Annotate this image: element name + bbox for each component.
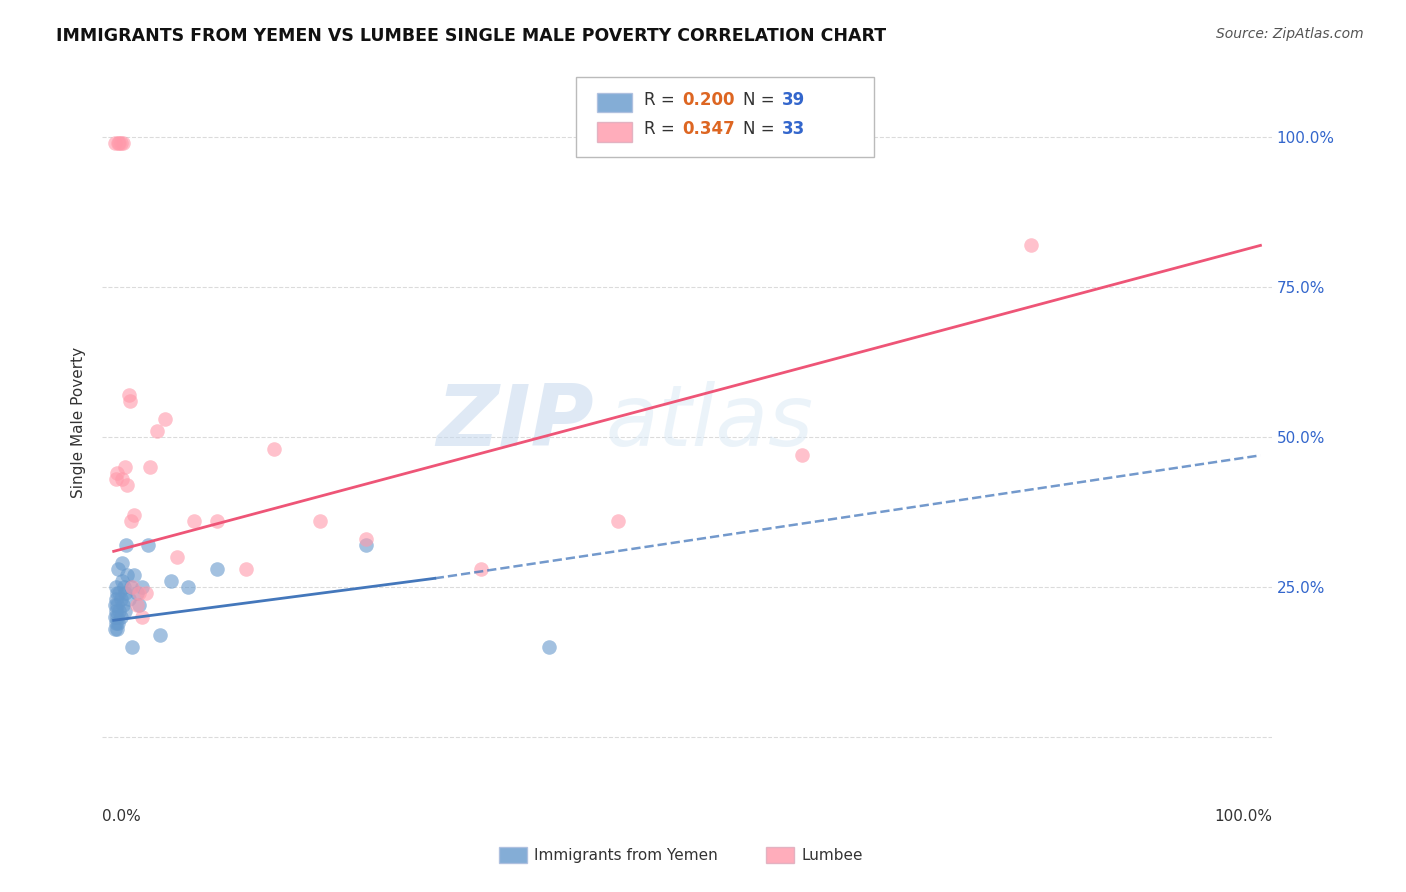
Point [131,580,153,594]
Point [108,136,131,151]
Point [155,412,177,426]
Point [1019,238,1042,252]
Text: Source: ZipAtlas.com: Source: ZipAtlas.com [1216,27,1364,41]
FancyBboxPatch shape [598,122,633,142]
Point [104,616,127,631]
Point [104,580,127,594]
FancyBboxPatch shape [576,78,875,157]
Point [104,604,127,618]
Point [111,472,134,486]
Point [117,568,139,582]
Point [110,592,132,607]
Point [128,599,150,613]
Point [114,586,136,600]
Point [117,478,139,492]
Point [104,472,127,486]
Point [114,460,136,475]
Point [121,580,143,594]
Point [263,442,285,457]
Point [105,610,128,624]
Point [309,514,332,528]
Text: atlas: atlas [605,381,813,464]
Point [124,508,146,523]
Point [117,592,139,607]
Point [104,599,127,613]
Point [235,562,257,576]
Point [105,467,128,481]
Point [148,628,170,642]
Point [124,568,146,582]
Point [110,610,132,624]
Point [104,136,127,151]
Point [107,562,129,576]
Point [110,136,132,151]
Point [108,586,131,600]
Point [117,388,139,402]
Y-axis label: Single Male Poverty: Single Male Poverty [72,347,86,498]
Point [354,533,377,547]
Point [108,604,131,618]
Text: R =: R = [644,90,679,109]
Text: 0.0%: 0.0% [103,809,141,823]
Point [120,580,142,594]
Point [114,604,136,618]
Text: ZIP: ZIP [436,381,593,464]
Text: Lumbee: Lumbee [801,848,863,863]
Point [125,599,148,613]
Point [121,640,143,655]
Point [104,622,127,636]
Text: 0.347: 0.347 [682,120,735,138]
Point [111,557,134,571]
Point [104,610,127,624]
Point [107,616,129,631]
Point [183,514,205,528]
Text: N =: N = [744,120,780,138]
Text: 33: 33 [782,120,806,138]
Text: R =: R = [644,120,679,138]
Point [107,136,129,151]
Text: 0.200: 0.200 [682,90,735,109]
Point [354,538,377,552]
Point [166,550,188,565]
Point [118,394,141,409]
Text: N =: N = [744,90,780,109]
Point [111,599,134,613]
Point [105,622,128,636]
Point [538,640,561,655]
Point [120,514,142,528]
Point [111,574,134,589]
Text: Immigrants from Yemen: Immigrants from Yemen [534,848,718,863]
Text: 39: 39 [782,90,806,109]
Point [160,574,183,589]
Point [470,562,492,576]
Point [136,538,159,552]
Point [104,592,127,607]
Point [205,562,228,576]
Point [128,586,150,600]
Point [111,136,134,151]
Point [146,425,169,439]
Point [607,514,630,528]
Point [790,448,813,462]
Point [105,599,128,613]
Point [105,586,128,600]
Point [131,610,153,624]
Text: 100.0%: 100.0% [1213,809,1272,823]
Point [135,586,157,600]
Point [125,586,148,600]
FancyBboxPatch shape [598,93,633,112]
Point [115,538,138,552]
Point [205,514,228,528]
Point [139,460,162,475]
Point [177,580,200,594]
Point [112,580,135,594]
Text: IMMIGRANTS FROM YEMEN VS LUMBEE SINGLE MALE POVERTY CORRELATION CHART: IMMIGRANTS FROM YEMEN VS LUMBEE SINGLE M… [56,27,886,45]
